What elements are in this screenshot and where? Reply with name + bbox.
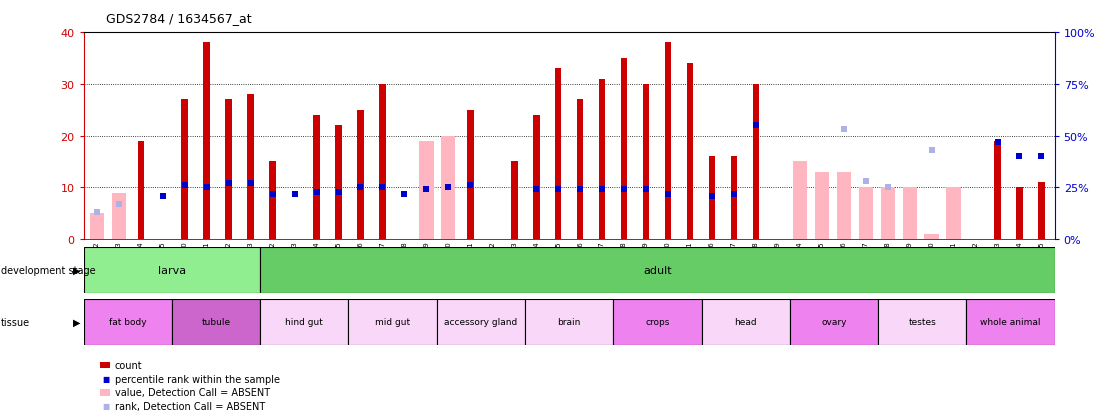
Bar (599, 79, 605, 240)
Bar (112, 193, 126, 240)
Bar (84, 299, 172, 345)
Bar (752, 85, 759, 240)
Text: whole animal: whole animal (980, 318, 1041, 327)
Bar (269, 162, 276, 240)
Bar (357, 110, 364, 240)
Bar (260, 299, 348, 345)
Bar (837, 173, 850, 240)
Bar (614, 299, 702, 345)
Bar (1038, 183, 1045, 240)
Text: development stage: development stage (1, 266, 96, 275)
Bar (260, 248, 1055, 293)
Text: ▶: ▶ (73, 266, 80, 275)
Text: head: head (734, 318, 757, 327)
Text: rank, Detection Call = ABSENT: rank, Detection Call = ABSENT (115, 401, 266, 411)
Bar (525, 299, 614, 345)
Bar (137, 141, 144, 240)
Bar (466, 110, 473, 240)
Text: accessory gland: accessory gland (444, 318, 518, 327)
Text: crops: crops (645, 318, 670, 327)
Bar (731, 157, 738, 240)
Text: tubule: tubule (202, 318, 231, 327)
Bar (966, 299, 1055, 345)
Bar (555, 69, 561, 240)
Bar (643, 85, 650, 240)
Text: testes: testes (908, 318, 936, 327)
Bar (903, 188, 916, 240)
Bar (172, 299, 260, 345)
Bar (420, 141, 433, 240)
Bar (511, 162, 518, 240)
Text: adult: adult (643, 266, 672, 275)
Bar (702, 299, 790, 345)
Text: hind gut: hind gut (286, 318, 324, 327)
Text: ■: ■ (102, 401, 109, 410)
Bar (620, 59, 627, 240)
Bar (225, 100, 232, 240)
Bar (203, 43, 210, 240)
Bar (441, 136, 455, 240)
Bar (335, 126, 341, 240)
Bar (881, 188, 895, 240)
Bar (379, 85, 386, 240)
Bar (994, 141, 1001, 240)
Text: mid gut: mid gut (375, 318, 411, 327)
Bar (686, 64, 693, 240)
Text: percentile rank within the sample: percentile rank within the sample (115, 374, 280, 384)
Bar (946, 188, 961, 240)
Text: ■: ■ (102, 374, 109, 383)
Bar (348, 299, 436, 345)
Bar (665, 43, 672, 240)
Text: GDS2784 / 1634567_at: GDS2784 / 1634567_at (106, 12, 251, 25)
Bar (790, 299, 878, 345)
Bar (89, 214, 104, 240)
Bar (858, 188, 873, 240)
Bar (577, 100, 584, 240)
Bar (533, 116, 539, 240)
Bar (792, 162, 807, 240)
Bar (924, 235, 939, 240)
Bar (248, 95, 254, 240)
Text: value, Detection Call = ABSENT: value, Detection Call = ABSENT (115, 387, 270, 397)
Bar (878, 299, 966, 345)
Bar (1017, 188, 1022, 240)
Text: brain: brain (558, 318, 580, 327)
Bar (84, 248, 260, 293)
Text: larva: larva (157, 266, 186, 275)
Bar (182, 100, 187, 240)
Bar (815, 173, 829, 240)
Text: tissue: tissue (1, 317, 30, 327)
Bar (709, 157, 715, 240)
Text: count: count (115, 360, 143, 370)
Text: ovary: ovary (821, 318, 847, 327)
Text: fat body: fat body (109, 318, 146, 327)
Bar (436, 299, 525, 345)
Text: ▶: ▶ (73, 317, 80, 327)
Bar (314, 116, 320, 240)
